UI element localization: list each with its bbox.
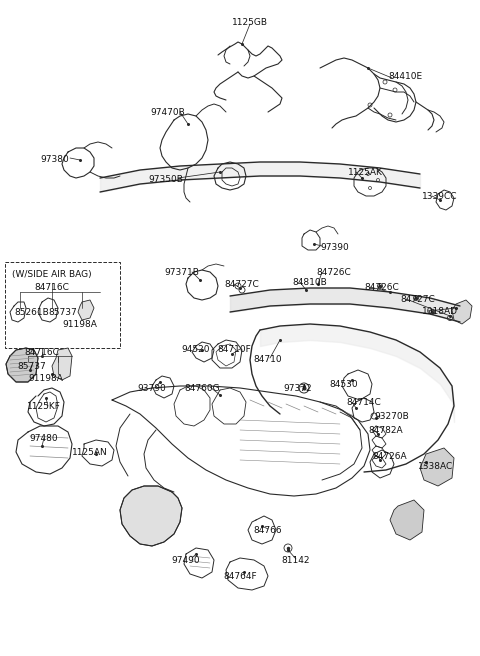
Polygon shape xyxy=(6,348,38,382)
Text: 94520: 94520 xyxy=(182,345,210,354)
Bar xyxy=(5,262,120,348)
Text: 84710: 84710 xyxy=(254,355,282,364)
Text: 84727C: 84727C xyxy=(224,280,259,289)
Text: 97470B: 97470B xyxy=(151,108,185,117)
Text: 84726C: 84726C xyxy=(316,268,351,277)
Text: 1018AD: 1018AD xyxy=(422,307,458,316)
Text: 1125GB: 1125GB xyxy=(232,18,268,27)
Text: 93270B: 93270B xyxy=(374,412,409,421)
Text: 84727C: 84727C xyxy=(400,295,435,304)
Polygon shape xyxy=(390,500,424,540)
Text: 97380: 97380 xyxy=(41,155,70,164)
Text: 1125AK: 1125AK xyxy=(348,168,383,177)
Text: 84716C: 84716C xyxy=(35,283,70,292)
Text: 84530: 84530 xyxy=(330,380,358,389)
Text: 93790: 93790 xyxy=(138,384,167,393)
Text: 84760G: 84760G xyxy=(184,384,220,393)
Text: 81142: 81142 xyxy=(282,556,310,565)
Text: 1338AC: 1338AC xyxy=(418,462,453,471)
Polygon shape xyxy=(52,348,72,380)
Text: 97350B: 97350B xyxy=(149,175,183,184)
Text: 84766: 84766 xyxy=(254,526,282,535)
Text: 85737: 85737 xyxy=(48,308,77,317)
Polygon shape xyxy=(120,486,182,546)
Text: (W/SIDE AIR BAG): (W/SIDE AIR BAG) xyxy=(12,270,92,279)
Text: 97371B: 97371B xyxy=(165,268,199,277)
Text: 84782A: 84782A xyxy=(368,426,403,435)
Text: 97372: 97372 xyxy=(284,384,312,393)
Text: 84726A: 84726A xyxy=(372,452,407,461)
Text: 84716C: 84716C xyxy=(24,348,60,357)
Text: 97390: 97390 xyxy=(320,243,349,252)
Polygon shape xyxy=(452,300,472,324)
Text: 1339CC: 1339CC xyxy=(422,192,457,201)
Text: 97490: 97490 xyxy=(172,556,200,565)
Text: 1125AN: 1125AN xyxy=(72,448,108,457)
Text: 84764F: 84764F xyxy=(223,572,257,581)
Polygon shape xyxy=(78,300,94,320)
Text: 84410E: 84410E xyxy=(388,72,422,81)
Text: 84810B: 84810B xyxy=(292,278,327,287)
Text: 85737: 85737 xyxy=(18,362,47,371)
Text: 84714C: 84714C xyxy=(346,398,381,407)
Text: 91198A: 91198A xyxy=(29,374,63,383)
Text: 97480: 97480 xyxy=(30,434,58,443)
Text: 1125KF: 1125KF xyxy=(27,402,61,411)
Text: 84726C: 84726C xyxy=(364,283,399,292)
Text: 91198A: 91198A xyxy=(62,320,97,329)
Text: 84710F: 84710F xyxy=(217,345,251,354)
Polygon shape xyxy=(420,448,454,486)
Text: 85261B: 85261B xyxy=(14,308,49,317)
